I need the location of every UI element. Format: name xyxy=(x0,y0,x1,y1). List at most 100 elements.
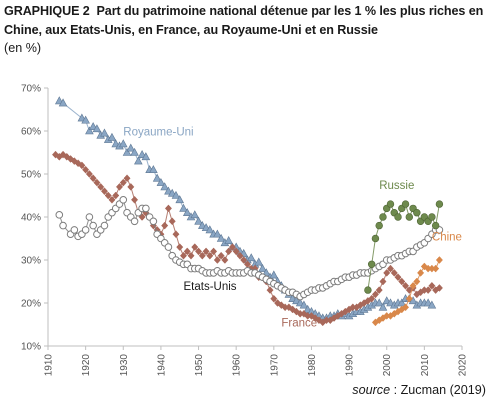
data-point-etats-unis xyxy=(70,226,79,234)
x-tick-label: 2010 xyxy=(420,354,431,377)
data-point-france xyxy=(368,294,376,303)
data-point-royaume-uni xyxy=(107,132,117,141)
series-label-russie: Russie xyxy=(379,180,414,192)
data-point-chine xyxy=(402,303,410,312)
data-point-france xyxy=(213,256,221,264)
y-tick-label: 60% xyxy=(21,127,41,138)
data-point-russie xyxy=(431,221,440,230)
chart-title-text: Part du patrimoine national détenue par … xyxy=(4,4,484,37)
data-point-royaume-uni xyxy=(374,298,384,307)
data-point-russie xyxy=(394,213,402,221)
data-point-royaume-uni xyxy=(190,210,200,219)
data-point-france xyxy=(210,247,218,256)
data-point-royaume-uni xyxy=(179,203,188,212)
data-point-france xyxy=(112,191,120,200)
data-point-royaume-uni xyxy=(134,156,143,165)
source-label: source xyxy=(352,383,391,397)
y-tick-label: 40% xyxy=(21,213,41,224)
data-point-france xyxy=(228,243,236,251)
data-point-etats-unis xyxy=(100,221,109,230)
y-tick-label: 10% xyxy=(21,342,41,353)
data-point-france xyxy=(202,247,210,256)
data-point-france xyxy=(240,256,248,264)
data-point-france xyxy=(217,251,225,260)
data-point-france xyxy=(104,191,112,200)
data-point-russie xyxy=(413,209,421,217)
data-point-france xyxy=(119,178,127,187)
data-point-royaume-uni xyxy=(224,236,233,244)
x-tick-label: 1950 xyxy=(194,354,205,377)
wealth-share-chart: 10% 20% 30% 40% 50% 60% 70% 1910 1920 1930 1940 195… xyxy=(21,84,469,377)
x-tick-label: 1990 xyxy=(345,354,356,377)
data-point-france xyxy=(191,243,199,251)
data-point-france xyxy=(176,243,184,251)
series-label-etats-unis: Etats-Unis xyxy=(183,281,236,293)
data-point-france xyxy=(168,217,176,226)
data-point-france xyxy=(82,165,90,174)
data-point-etats-unis xyxy=(130,217,139,226)
data-point-royaume-uni xyxy=(254,257,264,266)
data-point-russie xyxy=(405,213,414,221)
data-point-france xyxy=(161,221,169,230)
data-point-etats-unis xyxy=(142,204,150,213)
chart-header: GRAPHIQUE 2 Part du patrimoine national … xyxy=(4,2,490,57)
data-point-etats-unis xyxy=(85,213,94,221)
data-point-france xyxy=(371,290,379,299)
data-point-chine xyxy=(405,294,413,303)
data-point-france xyxy=(97,183,105,191)
data-point-royaume-uni xyxy=(122,147,132,156)
series-label-france: France xyxy=(281,318,317,330)
x-tick-label: 1930 xyxy=(119,354,130,377)
data-point-chine xyxy=(413,277,421,286)
data-point-royaume-uni xyxy=(85,126,94,135)
data-point-royaume-uni xyxy=(299,300,309,309)
data-point-royaume-uni xyxy=(194,216,203,225)
data-point-etats-unis xyxy=(81,226,90,234)
data-point-france xyxy=(379,277,387,286)
data-point-royaume-uni xyxy=(92,124,102,133)
x-tick-label: 1920 xyxy=(81,354,92,377)
data-point-russie xyxy=(379,213,387,221)
data-point-france xyxy=(225,247,233,256)
data-point-france xyxy=(179,251,188,260)
data-point-france xyxy=(428,281,436,290)
data-point-etats-unis xyxy=(164,243,173,251)
data-point-france xyxy=(435,284,443,292)
y-tick-label: 50% xyxy=(21,170,41,181)
data-point-royaume-uni xyxy=(216,233,226,242)
data-point-royaume-uni xyxy=(156,177,166,186)
y-tick-label: 70% xyxy=(21,84,41,95)
data-point-royaume-uni xyxy=(213,229,222,238)
data-point-france xyxy=(127,183,135,191)
source-text: : Zucman (2019) xyxy=(390,383,486,397)
data-point-etats-unis xyxy=(119,196,128,204)
data-point-royaume-uni xyxy=(141,152,151,161)
data-point-royaume-uni xyxy=(126,143,136,152)
series-label-chine: Chine xyxy=(432,232,462,244)
data-point-france xyxy=(195,247,203,256)
data-point-france xyxy=(402,281,410,290)
data-point-france xyxy=(59,150,67,159)
series-label-royaume-uni: Royaume-Uni xyxy=(123,126,193,138)
data-point-russie xyxy=(428,213,436,221)
data-point-royaume-uni xyxy=(160,182,169,191)
data-point-chine xyxy=(417,269,425,277)
data-point-royaume-uni xyxy=(258,263,267,272)
data-point-chine xyxy=(432,264,440,273)
data-point-etats-unis xyxy=(59,221,67,230)
data-point-royaume-uni xyxy=(182,208,192,216)
data-point-etats-unis xyxy=(55,211,64,219)
x-tick-label: 2020 xyxy=(458,354,469,377)
data-point-russie xyxy=(364,286,372,294)
data-point-france xyxy=(70,157,78,165)
data-point-royaume-uni xyxy=(130,147,139,156)
data-point-france xyxy=(187,251,195,260)
data-point-royaume-uni xyxy=(118,139,128,148)
y-tick-label: 20% xyxy=(21,299,41,310)
data-point-france xyxy=(390,269,398,277)
data-point-russie xyxy=(401,200,410,208)
y-tick-label: 30% xyxy=(21,256,41,267)
chart-title: GRAPHIQUE 2 Part du patrimoine national … xyxy=(4,2,490,40)
data-point-russie xyxy=(367,260,376,269)
data-point-france xyxy=(51,150,60,159)
